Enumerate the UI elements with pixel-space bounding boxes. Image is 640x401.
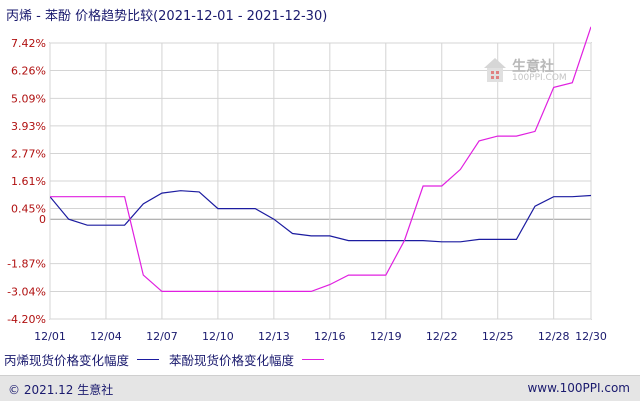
house-icon	[484, 58, 506, 82]
watermark-logo: 生意社 100PPI.COM	[482, 56, 582, 86]
legend-swatch-propylene	[137, 359, 160, 360]
y-tick-label: 0	[39, 213, 46, 226]
y-tick-label: 3.93%	[11, 120, 46, 133]
x-tick-label: 12/16	[314, 330, 346, 343]
x-tick-label: 12/04	[90, 330, 122, 343]
legend-swatch-phenol	[302, 359, 325, 360]
legend-label-propylene: 丙烯现货价格变化幅度	[4, 353, 130, 368]
chart-canvas: 7.42% 6.26% 5.09% 3.93% 2.77% 1.61% 0.45%0 -1.8…	[7, 26, 607, 343]
y-tick-label: 0.45%	[11, 203, 46, 216]
x-tick-label: 12/10	[202, 330, 234, 343]
legend-item-propylene: 丙烯现货价格变化幅度	[4, 350, 160, 369]
y-tick-label: 7.42%	[11, 37, 46, 50]
series-lines	[50, 26, 591, 292]
y-tick-label: -1.87%	[7, 258, 46, 271]
x-tick-label: 12/28	[538, 330, 570, 343]
x-tick-label: 12/22	[426, 330, 458, 343]
footer-copyright: © 2021.12 生意社	[8, 383, 114, 397]
x-tick-label: 12/30	[575, 330, 607, 343]
legend-label-phenol: 苯酚现货价格变化幅度	[169, 353, 295, 368]
y-tick-label: 5.09%	[11, 92, 46, 105]
watermark-name: 生意社	[512, 59, 554, 75]
footer-bar: © 2021.12 生意社 www.100PPI.com	[0, 375, 640, 401]
y-tick-label: 2.77%	[11, 147, 46, 160]
x-tick-label: 12/19	[370, 330, 402, 343]
chart-legend: 丙烯现货价格变化幅度 苯酚现货价格变化幅度	[4, 350, 334, 369]
y-tick-label: -3.04%	[7, 285, 46, 298]
x-tick-label: 12/01	[34, 330, 66, 343]
chart-title: 丙烯 - 苯酚 价格趋势比较(2021-12-01 - 2021-12-30)	[6, 9, 328, 24]
series-line-phenol	[50, 26, 591, 292]
y-tick-label: 1.61%	[11, 175, 46, 188]
series-line-propylene	[50, 190, 591, 243]
footer-url[interactable]: www.100PPI.com	[527, 381, 630, 395]
y-tick-label: 6.26%	[11, 65, 46, 78]
grid-lines	[49, 42, 592, 320]
x-tick-label: 12/25	[482, 330, 514, 343]
watermark-url: 100PPI.COM	[512, 73, 567, 83]
x-tick-labels: 12/01 12/04 12/07 12/10 12/13 12/16 12/19 12/22…	[34, 330, 607, 343]
y-tick-labels: 7.42% 6.26% 5.09% 3.93% 2.77% 1.61% 0.45%0 -1.8…	[7, 37, 46, 326]
legend-item-phenol: 苯酚现货价格变化幅度	[169, 350, 325, 369]
x-tick-label: 12/13	[258, 330, 290, 343]
y-tick-label: -4.20%	[7, 313, 46, 326]
x-tick-label: 12/07	[146, 330, 178, 343]
